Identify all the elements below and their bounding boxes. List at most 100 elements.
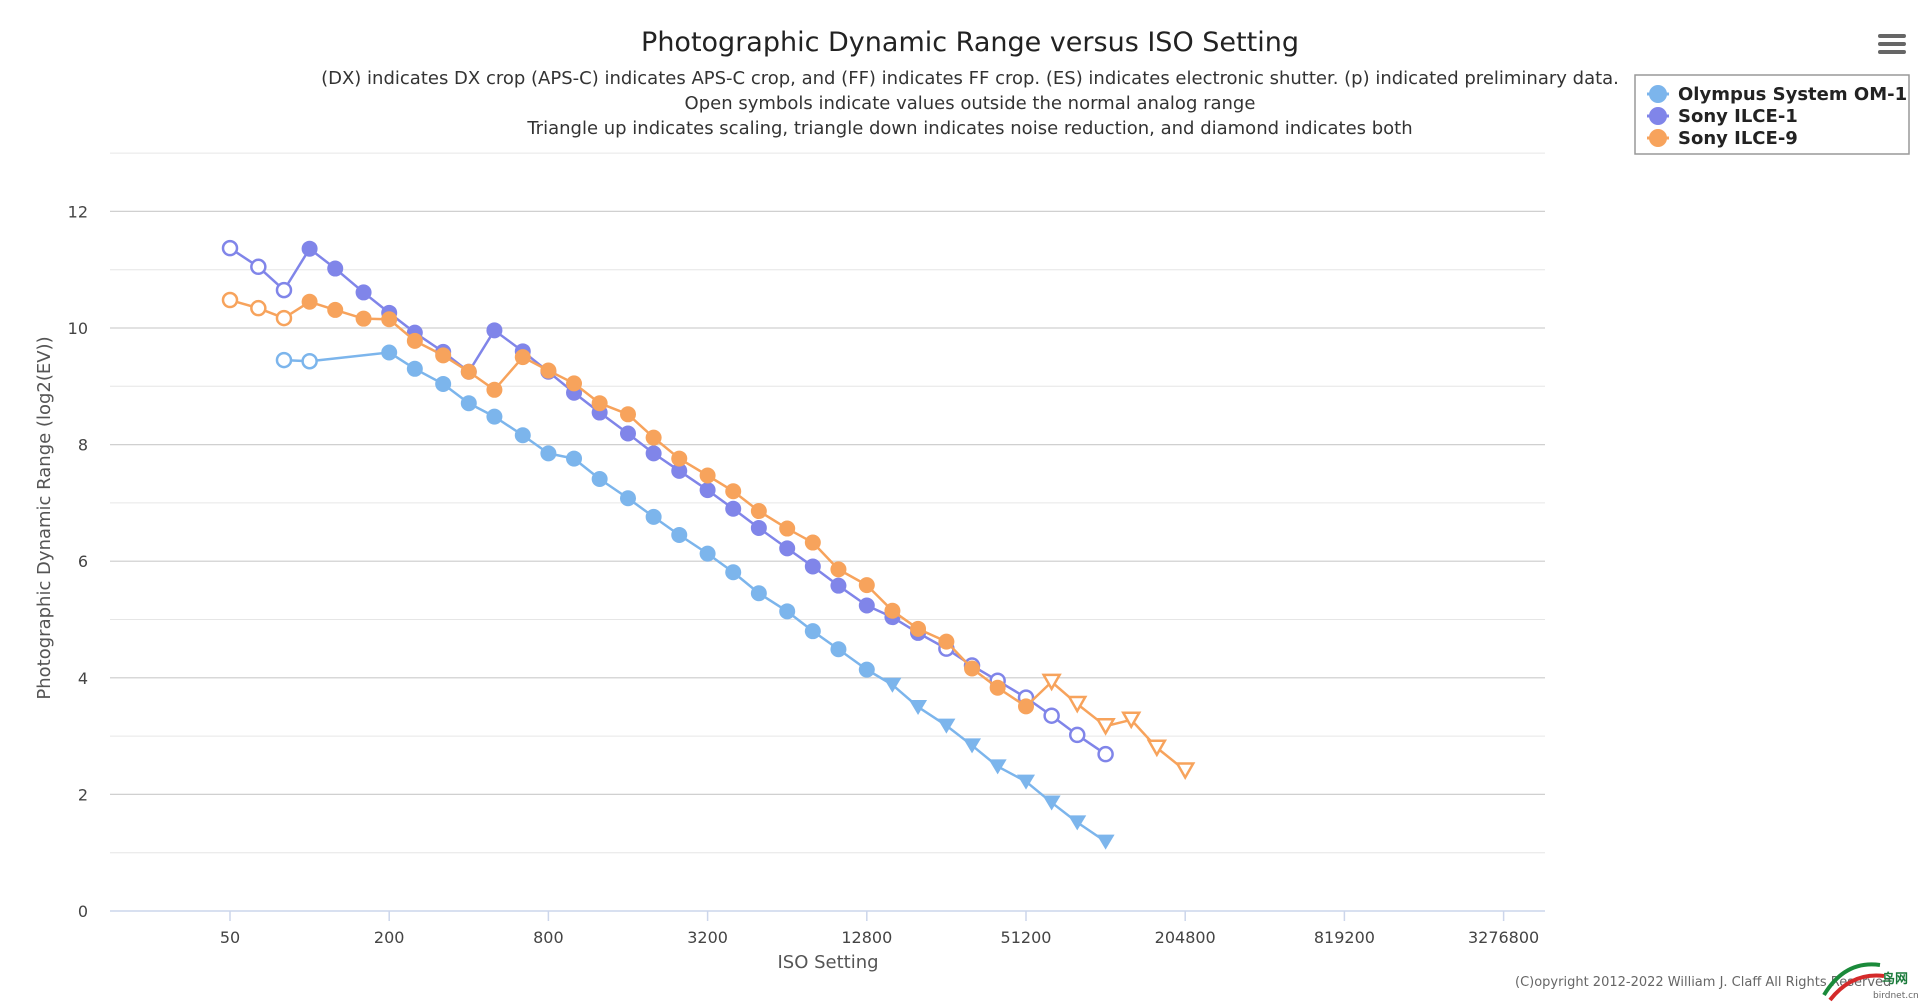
menu-bar-2 [1878,42,1906,46]
data-point [964,660,981,677]
data-point [1018,698,1034,715]
data-point [884,602,901,619]
data-point [645,429,662,446]
data-point [858,661,875,678]
watermark-text: 鸟网 [1882,971,1908,987]
menu-bar-1 [1878,34,1906,38]
data-point-open [275,351,293,369]
x-tick-label: 204800 [1155,928,1216,947]
legend-marker-sony-ilce-9 [1649,129,1667,147]
y-tick-label: 10 [68,319,88,338]
y-tick-label: 6 [78,552,88,571]
data-point [804,623,821,640]
data-point-open-triangle-down [1095,717,1116,736]
legend-label-sony-ilce-9: Sony ILCE-9 [1678,128,1798,149]
data-point [460,395,477,412]
chart-subtitle-line-3: Triangle up indicates scaling, triangle … [526,118,1412,139]
data-point [566,450,583,467]
data-point [750,585,767,602]
x-tick-label: 12800 [841,928,892,947]
chart-subtitle-line-2: Open symbols indicate values outside the… [685,93,1256,114]
data-point-triangle-down [988,759,1007,775]
data-point [486,408,503,425]
data-point-triangle-down [1096,834,1115,850]
series-line [229,247,1107,756]
data-point [620,406,636,423]
series-sony-ilce-9 [221,291,1196,781]
data-point [460,363,477,380]
data-point [514,349,531,366]
data-point-open [275,281,293,299]
data-point-open [275,309,293,327]
data-point [858,577,875,594]
data-point-triangle-down [1068,815,1087,831]
data-point-triangle-down [883,677,902,693]
data-point-open-triangle-down [1146,739,1168,758]
data-point-open [301,352,318,370]
data-point [725,483,742,500]
data-point [301,293,318,310]
data-point [327,301,344,318]
data-point [540,445,557,462]
data-point [381,344,398,361]
data-point [435,347,452,364]
x-axis-title: ISO Setting [777,952,878,973]
data-point [645,445,662,462]
legend-item-olympus[interactable]: Olympus System OM-1 [1647,84,1907,105]
data-point [566,375,583,392]
legend-item-sony-ilce-9[interactable]: Sony ILCE-9 [1647,128,1798,149]
data-point-triangle-down [909,699,928,715]
y-tick-label: 4 [78,669,88,688]
hamburger-menu-icon[interactable] [1870,28,1906,62]
y-axis-title: Photographic Dynamic Range (log2(EV)) [34,336,55,699]
data-point [620,490,636,507]
x-tick-label: 200 [374,928,405,947]
y-tick-label: 2 [78,785,88,804]
legend-item-sony-ilce-1[interactable]: Sony ILCE-1 [1647,106,1798,127]
legend-marker-olympus [1649,85,1667,103]
data-point-open [221,239,239,257]
data-point-triangle-down [1017,774,1035,790]
credits-text[interactable]: (C)opyright 2012-2022 William J. Claff A… [1515,975,1891,990]
data-point [779,520,796,537]
data-point [699,467,716,484]
chart-subtitle-line-1: (DX) indicates DX crop (APS-C) indicates… [321,68,1619,89]
data-point-open-triangle-down [1041,673,1062,692]
data-point [910,620,927,637]
data-point [779,603,796,620]
legend: Olympus System OM-1 Sony ILCE-1 Sony ILC… [1634,74,1910,155]
data-point-open [1097,745,1114,763]
data-point-open-triangle-down [1121,711,1142,730]
series-olympus-system-om-1 [275,344,1115,850]
data-point [645,508,662,525]
grid [110,152,1545,912]
data-point-open [1069,726,1086,744]
data-point [699,545,716,562]
data-point [671,526,688,543]
x-axis-ticks: 50 200 800 3200 12800 51200 204800 819200 327680… [220,911,1539,947]
data-point [406,360,423,377]
data-point [699,482,716,499]
data-point [355,310,372,327]
data-point-open [1043,707,1060,724]
data-point [779,540,796,557]
watermark-swoosh-red [1828,973,1885,1002]
data-point [620,425,636,442]
x-tick-label: 3200 [687,928,728,947]
data-point [435,375,452,392]
data-point [804,534,821,551]
data-point [989,679,1006,696]
x-tick-label: 51200 [1001,928,1052,947]
data-point-open [250,258,267,276]
data-point [486,381,503,398]
legend-marker-sony-ilce-1 [1649,107,1667,125]
x-tick-label: 50 [220,928,240,947]
menu-bar-3 [1878,50,1906,54]
data-point [381,311,398,328]
x-tick-label: 819200 [1314,928,1375,947]
data-point-triangle-down [963,738,982,754]
chart-title: Photographic Dynamic Range versus ISO Se… [641,27,1299,58]
data-point [750,519,767,536]
